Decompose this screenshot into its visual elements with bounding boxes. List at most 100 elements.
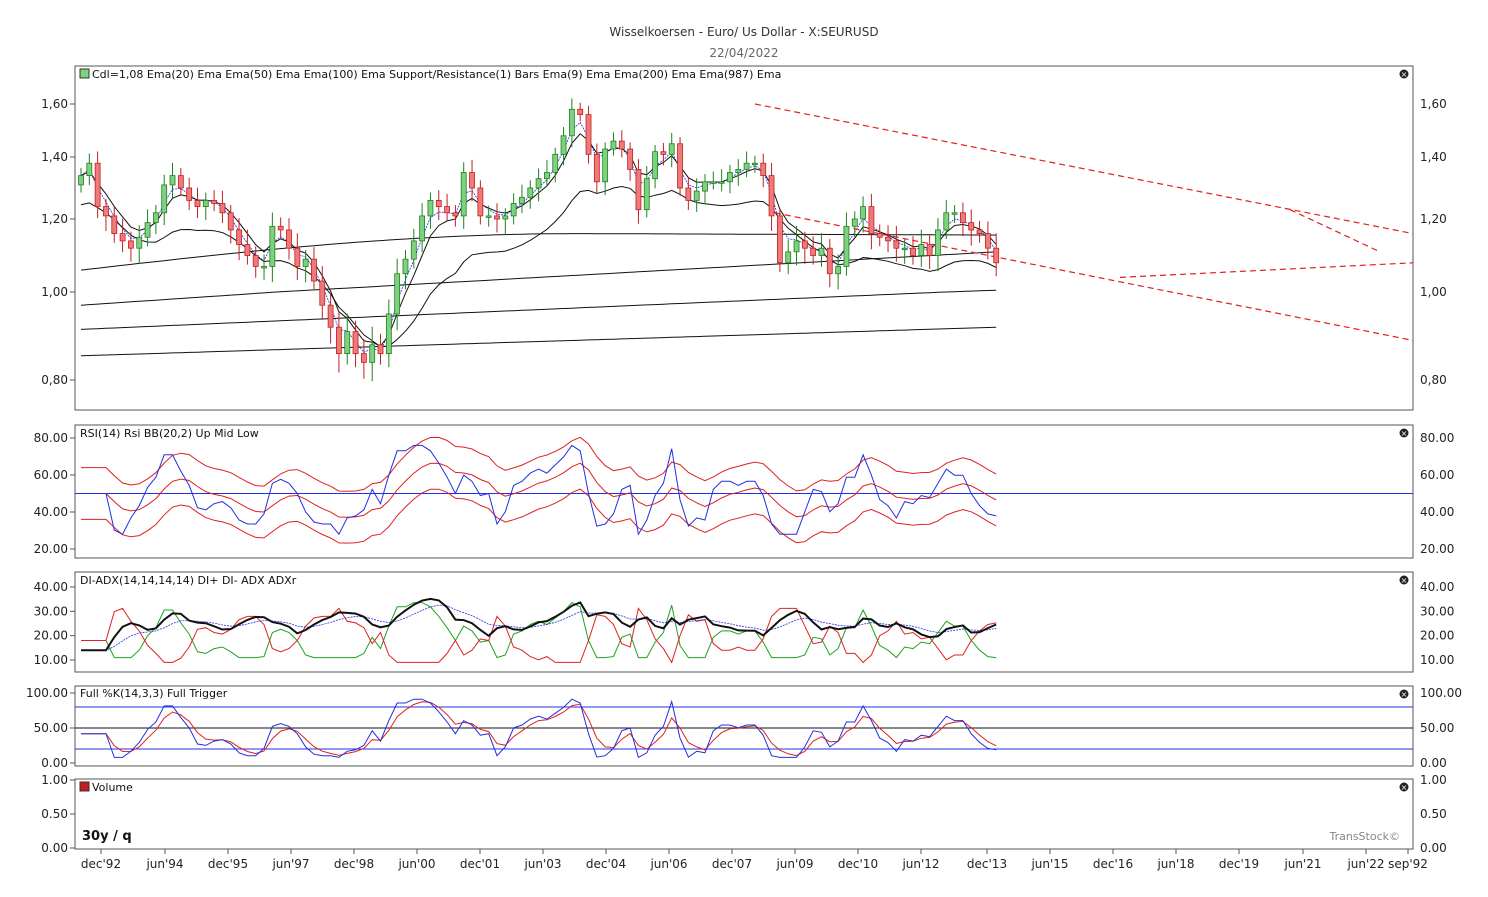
rsi-ytick-right: 80.00 bbox=[1420, 431, 1454, 445]
chart-title: Wisselkoersen - Euro/ Us Dollar - X:SEUR… bbox=[609, 25, 879, 39]
volume-ytick-right: 0.00 bbox=[1420, 841, 1447, 855]
candle bbox=[560, 135, 567, 155]
candle bbox=[735, 168, 742, 173]
candle bbox=[593, 153, 600, 183]
candle bbox=[668, 143, 675, 155]
ema-50-line bbox=[80, 185, 997, 348]
price-ytick-right: 0,80 bbox=[1420, 373, 1447, 387]
candle bbox=[585, 114, 592, 155]
ema-long-line bbox=[80, 326, 997, 357]
rsi-bb-low bbox=[81, 488, 997, 544]
volume-ytick-left: 0.00 bbox=[41, 841, 68, 855]
axis-ticks: 1,60 1,60 1,40 1,40 1,20 1,20 1,00 1,00 0,80 0,80… bbox=[26, 97, 1462, 855]
candle bbox=[510, 203, 517, 217]
candle bbox=[286, 229, 292, 249]
stoch-close-button[interactable]: × bbox=[1399, 689, 1409, 700]
candle bbox=[502, 215, 509, 220]
x-tick-label: dec'16 bbox=[1093, 857, 1133, 871]
price-ytick-left: 1,20 bbox=[41, 212, 68, 226]
price-ytick-right: 1,00 bbox=[1420, 285, 1447, 299]
x-tick-label: dec'07 bbox=[712, 857, 752, 871]
di-plus-line bbox=[81, 601, 997, 659]
close-icon bbox=[1399, 69, 1409, 79]
x-tick-label: dec'01 bbox=[460, 857, 500, 871]
candle bbox=[768, 175, 775, 217]
price-close-button[interactable]: × bbox=[1399, 69, 1409, 80]
stoch-ytick-left: 50.00 bbox=[34, 721, 68, 735]
rsi-legend: RSI(14) Rsi BB(20,2) Up Mid Low bbox=[80, 427, 259, 440]
stoch-ytick-right: 0.00 bbox=[1420, 756, 1447, 770]
candle bbox=[485, 215, 492, 218]
candle bbox=[269, 225, 276, 267]
candle bbox=[169, 175, 176, 186]
candle bbox=[693, 190, 700, 201]
candle bbox=[618, 140, 625, 150]
candle bbox=[277, 225, 284, 231]
stoch-ytick-right: 100.00 bbox=[1420, 686, 1462, 700]
candle bbox=[635, 168, 642, 211]
x-tick-label: dec'13 bbox=[967, 857, 1007, 871]
adx-close-button[interactable]: × bbox=[1399, 575, 1409, 586]
rsi-ytick-left: 60.00 bbox=[34, 468, 68, 482]
adx-legend: DI-ADX(14,14,14,14) DI+ DI- ADX ADXr bbox=[80, 574, 297, 587]
candle bbox=[810, 247, 817, 256]
volume-legend: Volume 30y / q TransStock© bbox=[79, 781, 1400, 844]
price-ytick-right: 1,20 bbox=[1420, 212, 1447, 226]
candle bbox=[394, 273, 401, 315]
candle bbox=[352, 331, 359, 355]
price-ytick-right: 1,60 bbox=[1420, 97, 1447, 111]
x-tick-label: dec'04 bbox=[586, 857, 626, 871]
stoch-legend-text: Full %K(14,3,3) Full Trigger bbox=[80, 687, 228, 700]
candle bbox=[718, 181, 725, 184]
candle bbox=[327, 304, 334, 328]
candle bbox=[136, 236, 143, 249]
candle bbox=[801, 240, 808, 249]
candle bbox=[86, 162, 93, 176]
x-tick-label: jun'00 bbox=[397, 857, 435, 871]
ema-9-line bbox=[80, 121, 997, 353]
candle bbox=[194, 199, 201, 207]
x-tick-label: sep'92 bbox=[1388, 857, 1428, 871]
adx-ytick-left: 10.00 bbox=[34, 653, 68, 667]
adx-ytick-left: 20.00 bbox=[34, 629, 68, 643]
candle bbox=[710, 181, 717, 184]
candle bbox=[818, 247, 825, 256]
candle bbox=[901, 247, 908, 251]
indicator-lines bbox=[80, 103, 1414, 759]
adx-legend-text: DI-ADX(14,14,14,14) DI+ DI- ADX ADXr bbox=[80, 574, 297, 587]
rsi-panel-frame bbox=[74, 424, 1414, 559]
support-line-2 bbox=[1119, 262, 1414, 278]
volume-ytick-right: 0.50 bbox=[1420, 807, 1447, 821]
candle bbox=[410, 240, 417, 260]
candle bbox=[427, 199, 434, 217]
volume-panel-frame bbox=[74, 778, 1414, 850]
rsi-close-button[interactable]: × bbox=[1399, 428, 1409, 439]
x-tick-label: jun'18 bbox=[1156, 857, 1194, 871]
ema-100-line bbox=[80, 233, 997, 271]
volume-ytick-left: 0.50 bbox=[41, 807, 68, 821]
candle bbox=[677, 143, 683, 189]
x-tick-label: dec'95 bbox=[208, 857, 248, 871]
candle bbox=[826, 247, 833, 275]
candle bbox=[885, 236, 891, 242]
candle bbox=[252, 255, 259, 267]
rsi-ytick-left: 80.00 bbox=[34, 431, 68, 445]
candle bbox=[302, 258, 309, 267]
candle bbox=[219, 203, 226, 214]
candle bbox=[128, 240, 134, 249]
x-tick-label: dec'98 bbox=[334, 857, 374, 871]
ema-20-line bbox=[80, 133, 997, 347]
candle bbox=[568, 108, 575, 137]
candle bbox=[984, 233, 991, 249]
candle bbox=[236, 229, 242, 245]
candle bbox=[843, 225, 850, 267]
x-tick-label: jun'97 bbox=[271, 857, 309, 871]
rsi-ytick-left: 20.00 bbox=[34, 542, 68, 556]
close-glyph: × bbox=[1401, 783, 1408, 792]
x-axis: dec'92 jun'94 dec'95 jun'97 dec'98 jun'00 dec'… bbox=[81, 849, 1428, 871]
rsi-bb-up bbox=[81, 436, 997, 492]
candle bbox=[660, 151, 667, 155]
volume-close-button[interactable]: × bbox=[1399, 782, 1409, 793]
candle bbox=[119, 233, 126, 242]
support-line bbox=[774, 212, 1414, 341]
